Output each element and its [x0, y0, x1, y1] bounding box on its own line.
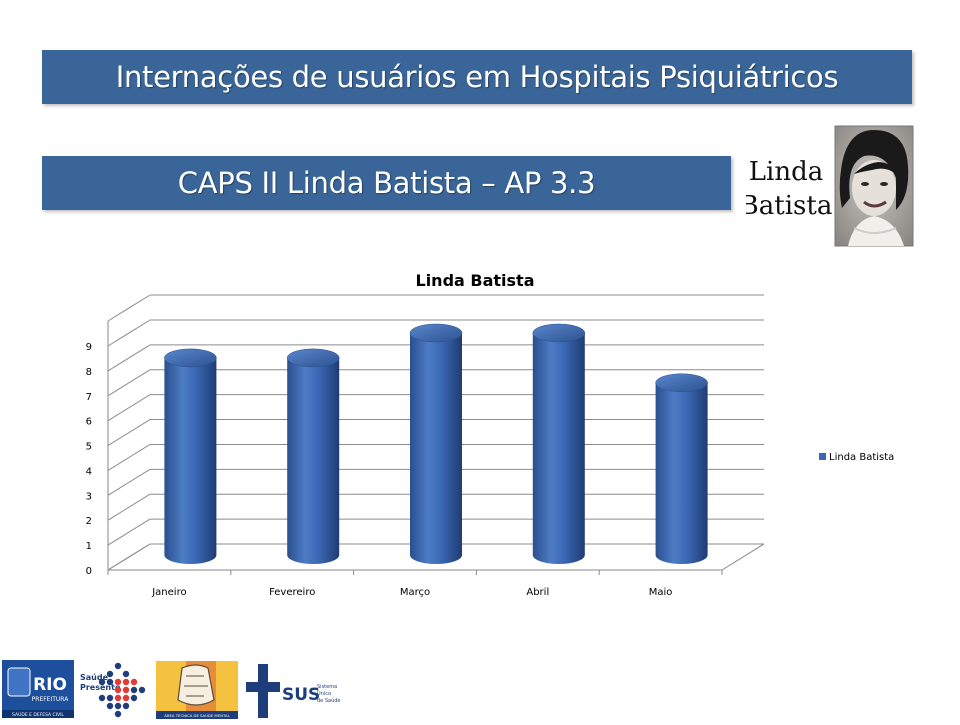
- bar-janeiro: [164, 348, 217, 564]
- bar-abril: [532, 323, 586, 564]
- y-tick-label: 0: [86, 566, 92, 577]
- bar-março: [409, 323, 463, 564]
- rio-text: RIO: [33, 675, 67, 695]
- y-tick-label: 3: [86, 491, 92, 502]
- y-tick-label: 8: [86, 367, 92, 378]
- legend-swatch: [819, 453, 826, 460]
- x-tick-label: Maio: [649, 587, 673, 598]
- portrait-figure: [839, 130, 909, 246]
- x-tick-label: Março: [400, 587, 430, 598]
- saude-line1: Saúde: [80, 673, 109, 682]
- sus-text: SUS: [282, 685, 320, 705]
- rio-sub: PREFEITURA: [32, 696, 70, 703]
- area-tecnica-text: ÁREA TÉCNICA DE SAÚDE MENTAL: [164, 713, 230, 718]
- chart-legend: Linda Batista: [819, 452, 894, 463]
- photo-caption-line1: Linda: [749, 157, 823, 187]
- y-tick-label: 2: [86, 516, 92, 527]
- legend-label: Linda Batista: [829, 452, 894, 463]
- y-tick-label: 7: [86, 392, 92, 403]
- y-tick-label: 9: [86, 342, 92, 353]
- x-axis-ticks: Janeiro Fevereiro Março Abril Maio: [107, 570, 723, 598]
- rio-prefeitura-logo: RIO PREFEITURA SAÚDE E DEFESA CIVIL: [2, 660, 74, 718]
- sus-sub2: Único: [317, 690, 331, 697]
- x-tick-label: Abril: [526, 587, 549, 598]
- y-axis-ticks: 0 1 2 3 4 5 6 7 8 9: [86, 342, 92, 577]
- photo-caption-line2: Batista: [746, 191, 832, 221]
- footer-logos: RIO PREFEITURA SAÚDE E DEFESA CIVIL Saúd…: [0, 656, 960, 720]
- rio-tag: SAÚDE E DEFESA CIVIL: [12, 711, 64, 718]
- y-tick-label: 5: [86, 442, 92, 453]
- y-tick-label: 4: [86, 466, 92, 477]
- y-tick-label: 6: [86, 417, 92, 428]
- bar-chart: Linda Batista 0 1 2 3 4 5 6 7 8 9 Janeiro Fevereir…: [86, 271, 895, 598]
- slide-subtitle: CAPS II Linda Batista – AP 3.3: [177, 166, 596, 200]
- slide-title: Internações de usuários em Hospitais Psi…: [115, 60, 839, 94]
- bar-maio: [655, 373, 708, 564]
- chart-title: Linda Batista: [416, 271, 535, 290]
- linda-batista-photo-card: Linda Batista: [740, 118, 916, 248]
- bar-fevereiro: [286, 348, 340, 564]
- sus-sub3: de Saúde: [317, 697, 341, 704]
- saude-line2: Presente: [80, 683, 121, 692]
- saude-presente-logo: Saúde Presente: [80, 662, 146, 718]
- x-tick-label: Fevereiro: [269, 587, 315, 598]
- slide-subtitle-banner: CAPS II Linda Batista – AP 3.3: [42, 156, 731, 210]
- linda-batista-photo: Linda Batista: [740, 118, 916, 248]
- area-tecnica-saude-mental-logo: ÁREA TÉCNICA DE SAÚDE MENTAL: [156, 661, 238, 719]
- slide-title-banner: Internações de usuários em Hospitais Psi…: [42, 50, 912, 104]
- sus-logo: SUS Sistema Único de Saúde: [246, 664, 341, 718]
- bar-series: [164, 323, 708, 564]
- y-tick-label: 1: [86, 541, 92, 552]
- sus-sub1: Sistema: [317, 684, 337, 690]
- x-tick-label: Janeiro: [151, 587, 186, 598]
